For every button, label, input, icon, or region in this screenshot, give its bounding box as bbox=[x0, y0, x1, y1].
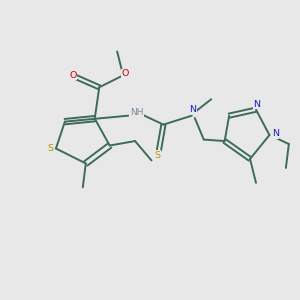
Text: NH: NH bbox=[130, 108, 143, 117]
Text: O: O bbox=[122, 69, 129, 78]
Text: S: S bbox=[48, 144, 54, 153]
Text: N: N bbox=[189, 105, 196, 114]
Text: N: N bbox=[272, 129, 279, 138]
Text: N: N bbox=[253, 100, 260, 109]
Text: S: S bbox=[154, 151, 160, 160]
Text: O: O bbox=[69, 71, 76, 80]
